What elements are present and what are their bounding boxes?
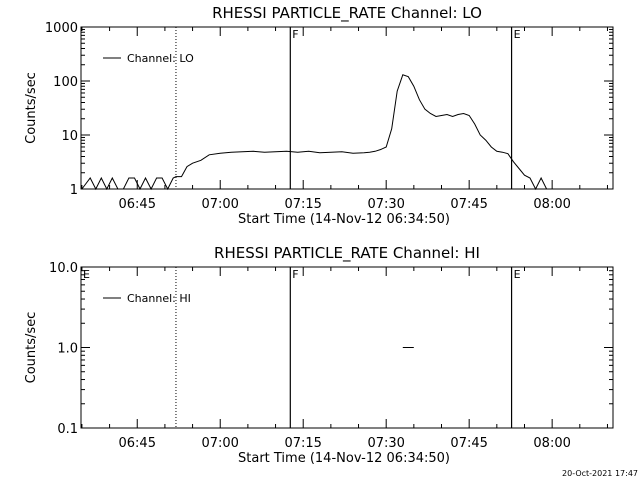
ch1-x-tick-label: 08:00: [533, 436, 570, 451]
ch0-x-tick-label: 07:00: [201, 197, 238, 212]
ch0-y-tick-label: 100: [53, 75, 78, 90]
ch1-x-axis-label: Start Time (14-Nov-12 06:34:50): [238, 451, 450, 466]
ch0-y-tick-label: 1: [70, 183, 78, 198]
ch1-legend-label: Channel: HI: [127, 292, 191, 305]
ch0-legend-label: Channel: LO: [127, 52, 194, 65]
ch1-y-tick-label: 10.0: [49, 261, 78, 276]
ch1-marker-label: E: [83, 268, 90, 281]
ch0-marker-label: E: [514, 28, 521, 41]
ch0-series-line: [81, 74, 548, 191]
lo-channel-panel: RHESSI PARTICLE_RATE Channel: LO 1 10 100 10…: [24, 4, 614, 227]
ch1-x-tick-label: 06:45: [119, 436, 156, 451]
ch0-y-tick-label: 10: [61, 129, 78, 144]
ch0-marker-label: F: [292, 28, 298, 41]
ch0-x-axis-label: Start Time (14-Nov-12 06:34:50): [238, 212, 450, 227]
ch1-y-tick-label: 1.0: [57, 342, 78, 357]
ch0-y-axis-label: Counts/sec: [24, 72, 39, 144]
ch1-x-tick-label: 07:30: [367, 436, 404, 451]
ch0-x-tick-label: 07:30: [367, 197, 404, 212]
ch1-title: RHESSI PARTICLE_RATE Channel: HI: [214, 244, 480, 263]
ch1-y-axis-label: Counts/sec: [24, 312, 39, 384]
ch1-marker-label: F: [292, 268, 298, 281]
ch0-x-tick-label: 08:00: [533, 197, 570, 212]
ch1-marker-label: E: [514, 268, 521, 281]
ch1-y-tick-label: 0.1: [57, 422, 78, 437]
ch0-title: RHESSI PARTICLE_RATE Channel: LO: [212, 4, 482, 23]
ch0-x-tick-label: 07:45: [450, 197, 487, 212]
footer-timestamp: 20-Oct-2021 17:47: [562, 469, 638, 478]
ch0-y-tick-label: 1000: [45, 21, 78, 36]
ch1-x-tick-label: 07:15: [284, 436, 321, 451]
ch0-x-tick-label: 07:15: [284, 197, 321, 212]
ch1-x-tick-label: 07:00: [201, 436, 238, 451]
hi-channel-panel: RHESSI PARTICLE_RATE Channel: HI 0.1 1.0 10…: [24, 244, 614, 466]
ch1-x-tick-label: 07:45: [450, 436, 487, 451]
ch0-x-tick-label: 06:45: [119, 197, 156, 212]
